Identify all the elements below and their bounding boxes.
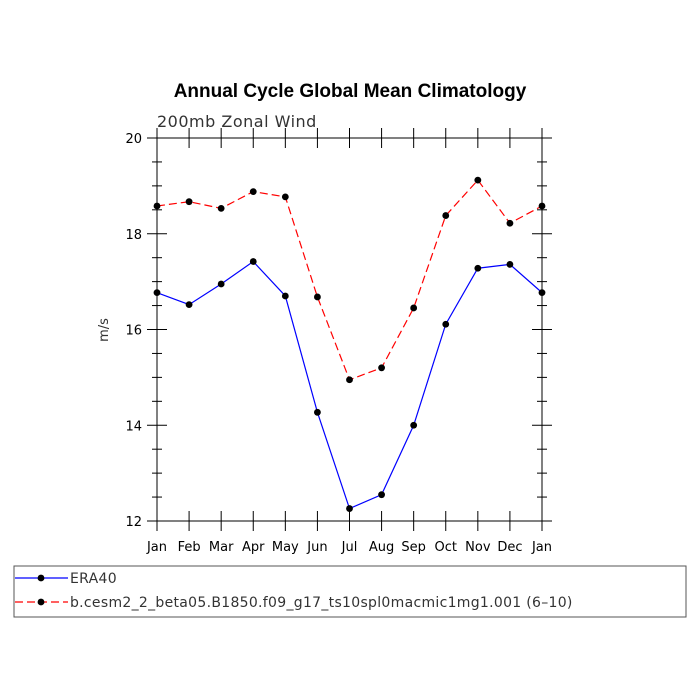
x-tick-label: Oct: [435, 540, 457, 555]
data-point: [281, 193, 289, 201]
data-point: [185, 301, 193, 309]
data-point: [538, 289, 546, 297]
series-line: [156, 179, 543, 381]
x-tick-label: Dec: [497, 540, 522, 555]
y-tick-label: 20: [125, 132, 142, 147]
x-tick-label: Jul: [341, 540, 358, 555]
plot-frame: [156, 137, 543, 522]
data-point: [442, 212, 450, 219]
series-line: [156, 260, 543, 510]
data-point: [314, 293, 321, 301]
data-point: [442, 320, 450, 328]
data-point: [185, 198, 193, 206]
data-point: [506, 219, 514, 227]
data-point: [153, 289, 161, 297]
x-tick-label: Nov: [465, 540, 491, 555]
x-tick-label: Sep: [401, 540, 426, 555]
data-point: [249, 188, 257, 196]
data-point: [506, 260, 514, 268]
y-axis-label: m/s: [97, 318, 112, 342]
x-tick-label: Jan: [146, 540, 167, 555]
data-point: [153, 202, 161, 210]
legend-marker: [37, 598, 45, 606]
x-tick-label: Apr: [242, 540, 265, 555]
x-tick-label: May: [272, 540, 299, 555]
data-point: [410, 421, 418, 429]
data-point: [474, 264, 482, 272]
series-0: [153, 258, 546, 512]
data-point: [217, 280, 225, 288]
data-point: [281, 292, 289, 300]
x-tick-label: Jan: [531, 540, 552, 555]
x-tick-label: Feb: [178, 540, 201, 555]
chart-subtitle: 200mb Zonal Wind: [157, 112, 317, 131]
y-tick-label: 12: [125, 515, 142, 530]
data-point: [378, 364, 385, 372]
data-point: [217, 204, 225, 212]
series-1: [153, 176, 546, 384]
data-point: [314, 408, 321, 416]
data-point: [538, 202, 546, 210]
data-point: [249, 258, 257, 265]
legend-marker: [37, 574, 45, 582]
data-point: [474, 176, 482, 184]
legend-label: b.cesm2_2_beta05.B1850.f09_g17_ts10spl0m…: [70, 595, 573, 611]
chart-title: Annual Cycle Global Mean Climatology: [174, 81, 527, 102]
data-point: [346, 376, 353, 384]
legend-box: [13, 565, 687, 618]
y-tick-label: 16: [125, 324, 142, 339]
x-tick-label: Jun: [306, 540, 327, 555]
y-tick-label: 18: [125, 228, 142, 243]
series-layer: [153, 176, 546, 512]
data-point: [346, 505, 353, 512]
x-tick-label: Mar: [209, 540, 234, 555]
axis-ticks: 12 14 16 18 20 Jan Feb Mar Apr May Jun Jul Aug Sep Oct…: [125, 128, 552, 555]
legend-label: ERA40: [70, 571, 117, 587]
y-tick-label: 14: [125, 419, 142, 434]
data-point: [410, 304, 418, 312]
legend: ERA40 b.cesm2_2_beta05.B1850.f09_g17_ts10…: [13, 565, 687, 618]
x-tick-label: Aug: [369, 540, 394, 555]
data-point: [378, 491, 385, 499]
